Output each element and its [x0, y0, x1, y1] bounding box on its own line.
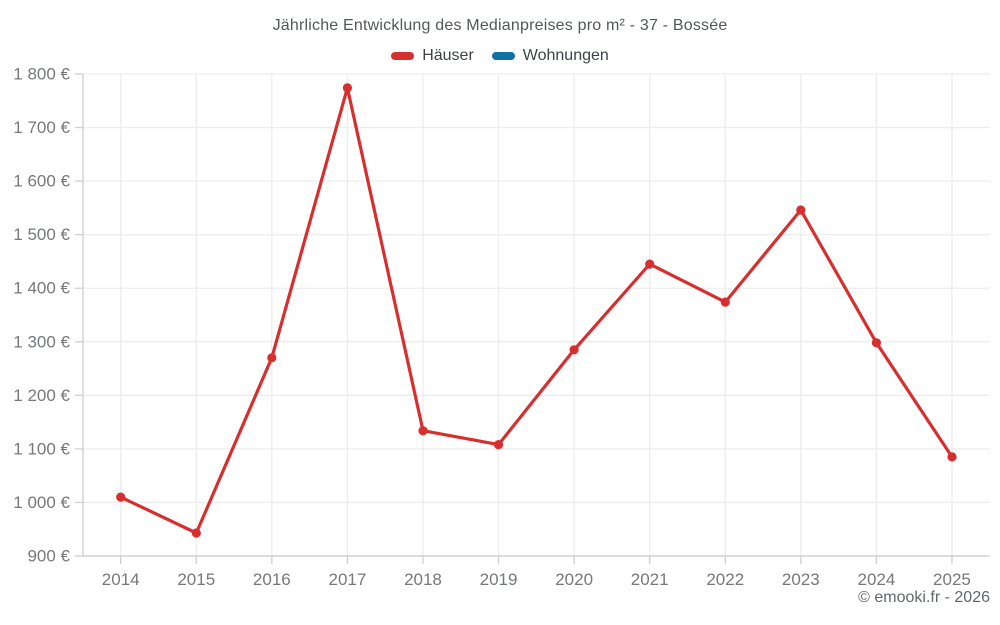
x-tick-label: 2021	[631, 570, 669, 589]
y-tick-label: 1 300 €	[13, 332, 70, 351]
y-tick-label: 1 100 €	[13, 439, 70, 458]
x-tick-label: 2017	[328, 570, 366, 589]
x-tick-label: 2018	[404, 570, 442, 589]
x-tick-label: 2024	[857, 570, 895, 589]
y-tick-label: 1 800 €	[13, 65, 70, 84]
data-point[interactable]	[191, 528, 201, 538]
data-point[interactable]	[493, 440, 504, 450]
legend-item-wohnungen[interactable]: Wohnungen	[491, 47, 609, 65]
x-tick-label: 2019	[480, 570, 518, 589]
x-tick-label: 2015	[177, 570, 215, 589]
data-point[interactable]	[116, 492, 126, 502]
y-tick-label: 1 500 €	[13, 225, 70, 244]
y-tick-label: 1 000 €	[13, 493, 70, 512]
legend-swatch-wohnungen	[491, 52, 515, 60]
data-point[interactable]	[645, 259, 655, 269]
y-tick-label: 1 700 €	[13, 118, 70, 137]
y-tick-label: 1 600 €	[13, 172, 70, 191]
chart-title: Jährliche Entwicklung des Medianpreises …	[272, 17, 728, 34]
attribution-text: © emooki.fr - 2026	[858, 589, 990, 606]
x-tick-label: 2022	[706, 570, 744, 589]
chart-legend: Häuser Wohnungen	[0, 47, 1000, 65]
y-tick-label: 900 €	[27, 547, 70, 566]
series-line-häuser	[119, 86, 954, 535]
x-tick-label: 2014	[102, 570, 140, 589]
data-point[interactable]	[796, 205, 806, 215]
x-tick-label: 2016	[253, 570, 291, 589]
y-tick-label: 1 200 €	[13, 386, 70, 405]
x-tick-label: 2023	[782, 570, 820, 589]
data-point[interactable]	[418, 426, 428, 436]
x-tick-label: 2025	[933, 570, 971, 589]
legend-item-hauser[interactable]: Häuser	[391, 47, 474, 65]
data-point[interactable]	[947, 452, 957, 462]
y-tick-label: 1 400 €	[13, 279, 70, 298]
data-point[interactable]	[267, 353, 277, 363]
x-tick-label: 2020	[555, 570, 593, 589]
data-point[interactable]	[871, 338, 882, 348]
legend-swatch-hauser	[391, 52, 415, 60]
data-point[interactable]	[569, 345, 579, 355]
legend-label-hauser: Häuser	[422, 47, 474, 64]
data-point[interactable]	[342, 83, 352, 93]
data-point[interactable]	[720, 297, 730, 307]
legend-label-wohnungen: Wohnungen	[522, 47, 609, 64]
